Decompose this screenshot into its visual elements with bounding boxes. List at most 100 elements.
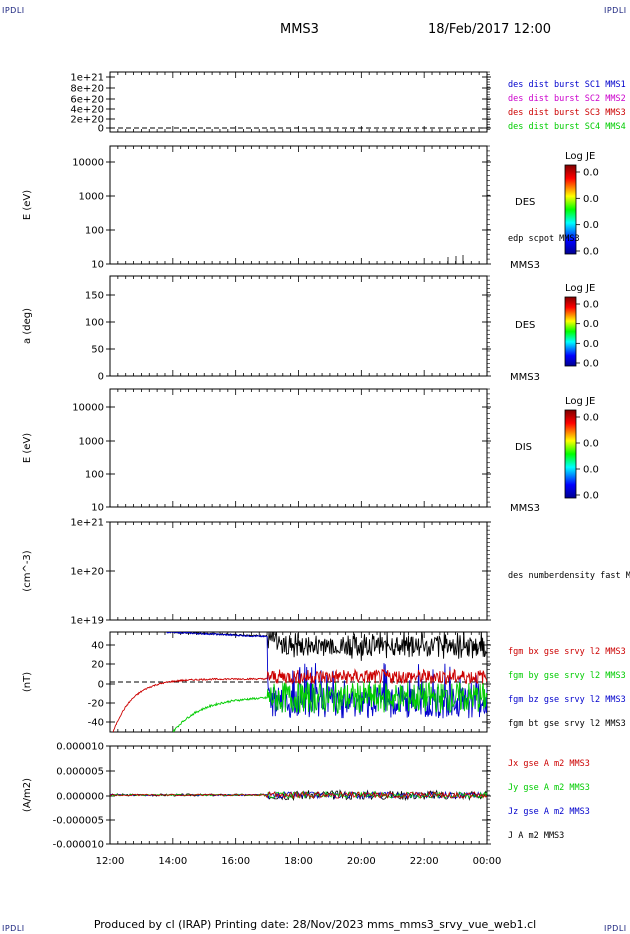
datetime-title: 18/Feb/2017 12:00 xyxy=(428,22,551,37)
panel-6-ytick-label: -0.000005 xyxy=(53,816,104,827)
panel-1-colorbar-title: Log JE xyxy=(565,151,595,162)
panel-0-ytick-label: 6e+20 xyxy=(70,95,104,106)
panel-2-ytick-label: 0 xyxy=(98,372,104,383)
panel-2-colorbar-tick-label: 0.0 xyxy=(583,300,599,311)
panel-5-ytick-label: 20 xyxy=(91,660,104,671)
panel-3-spacecraft-label: MMS3 xyxy=(510,503,540,514)
panel-3-colorbar-tick-label: 0.0 xyxy=(583,491,599,502)
bz-series-line xyxy=(166,632,487,719)
panel-3-colorbar-tick-label: 0.0 xyxy=(583,465,599,476)
panel-2-colorbar-tick-label: 0.0 xyxy=(583,319,599,330)
panel-5-ytick-label: 40 xyxy=(91,641,104,652)
panel-0-ytick-label: 1e+21 xyxy=(70,73,104,84)
panel-0-ytick-label: 2e+20 xyxy=(70,115,104,126)
panel-3-ytick-label: 100 xyxy=(85,470,104,481)
xaxis-tick-label: 12:00 xyxy=(96,856,125,867)
panel-0-ytick-label: 0 xyxy=(98,124,104,135)
corner-label-top-right: IPDLI xyxy=(604,6,627,15)
panel-2-colorbar-tick-label: 0.0 xyxy=(583,359,599,370)
panel-2-colorbar-tick-label: 0.0 xyxy=(583,339,599,350)
panel-3-colorbar-title: Log JE xyxy=(565,396,595,407)
panel-3-frame xyxy=(109,388,488,508)
panel-5-legend-2: fgm bz gse srvy l2 MMS3 xyxy=(508,695,626,705)
panel-0-legend-2: des dist burst SC3 MMS3 xyxy=(508,108,626,118)
panel-0-legend-3: des dist burst SC4 MMS4 xyxy=(508,122,626,132)
panel-1-ylabel: E (eV) xyxy=(22,190,33,220)
panel-4-ytick-label: 1e+19 xyxy=(70,616,104,627)
panel-6-ytick-label: 0.000010 xyxy=(56,742,104,753)
xaxis-tick-label: 00:00 xyxy=(473,856,502,867)
panel-2-colorbar-title: Log JE xyxy=(565,283,595,294)
panel-1-colorbar-tick-label: 0.0 xyxy=(583,247,599,258)
panel-2-frame xyxy=(109,275,488,377)
panel-1-colorbar xyxy=(564,164,577,255)
panel-0-legend-1: des dist burst SC2 MMS2 xyxy=(508,94,626,104)
panel-3-ytick-label: 10000 xyxy=(72,403,104,414)
panel-1-overlay-label: edp scpot MMS3 xyxy=(508,234,580,244)
panel-1-ytick-label: 100 xyxy=(85,226,104,237)
footer-credits: Produced by cl (IRAP) Printing date: 28/… xyxy=(93,918,537,931)
panel-1-ytick-label: 1000 xyxy=(79,192,104,203)
panel-2-ylabel: a (deg) xyxy=(22,308,33,344)
spacecraft-title: MMS3 xyxy=(280,22,319,37)
by-series-line xyxy=(172,681,487,732)
bx-series-line xyxy=(112,668,487,732)
panel-4-ylabel: (cm^-3) xyxy=(22,550,33,591)
panel-6-legend-0: Jx gse A m2 MMS3 xyxy=(508,759,590,769)
panel-1-colorbar-tick-label: 0.0 xyxy=(583,194,599,205)
panel-6-legend-1: Jy gse A m2 MMS3 xyxy=(508,783,590,793)
panel-0-frame xyxy=(109,71,488,133)
panel-5-ytick-label: 0 xyxy=(98,680,104,691)
panel-5-ylabel: (nT) xyxy=(22,672,33,692)
bt-series-line xyxy=(166,632,487,661)
panel-0-ytick-label: 4e+20 xyxy=(70,105,104,116)
corner-label-bottom-left: IPDLI xyxy=(2,924,25,933)
panel-6-ytick-label: 0.000005 xyxy=(56,767,104,778)
panel-5-legend-1: fgm by gse srvy l2 MMS3 xyxy=(508,671,626,681)
panel-3-ylabel: E (eV) xyxy=(22,433,33,463)
panel-2-ytick-label: 150 xyxy=(85,291,104,302)
panel-3-instrument-label: DIS xyxy=(515,442,532,453)
panel-1-frame xyxy=(109,145,488,265)
panel-3-colorbar-tick-label: 0.0 xyxy=(583,413,599,424)
current-series-3 xyxy=(109,790,488,800)
corner-label-bottom-right: IPDLI xyxy=(604,924,627,933)
corner-label-top-left: IPDLI xyxy=(2,6,25,15)
panel-5-ytick-label: -40 xyxy=(88,718,104,729)
panel-1-ytick-label: 10 xyxy=(91,260,104,271)
panel-6-ytick-label: 0.000000 xyxy=(56,792,104,803)
panel-4-ytick-label: 1e+21 xyxy=(70,518,104,529)
panel-1-colorbar-tick-label: 0.0 xyxy=(583,220,599,231)
panel-1-colorbar-tick-label: 0.0 xyxy=(583,168,599,179)
panel-6-ytick-label: -0.000010 xyxy=(53,840,104,851)
panel-6-legend-2: Jz gse A m2 MMS3 xyxy=(508,807,590,817)
panel-5-legend-0: fgm bx gse srvy l2 MMS3 xyxy=(508,647,626,657)
panel-1-instrument-label: DES xyxy=(515,197,535,208)
panel-0-legend-0: des dist burst SC1 MMS1 xyxy=(508,80,626,90)
panel-2-instrument-label: DES xyxy=(515,320,535,331)
panel-6-ylabel: (A/m2) xyxy=(22,778,33,812)
panel-1-ytick-label: 10000 xyxy=(72,158,104,169)
panel-5-series-group xyxy=(112,632,487,732)
panel-2-colorbar xyxy=(564,296,577,367)
panel-0-ytick-label: 8e+20 xyxy=(70,84,104,95)
xaxis-tick-label: 18:00 xyxy=(284,856,313,867)
panel-4-frame xyxy=(109,521,488,621)
panel-1-spacecraft-label: MMS3 xyxy=(510,260,540,271)
xaxis-tick-label: 20:00 xyxy=(347,856,376,867)
panel-3-colorbar-tick-label: 0.0 xyxy=(583,439,599,450)
xaxis-tick-label: 14:00 xyxy=(158,856,187,867)
xaxis-tick-label: 22:00 xyxy=(410,856,439,867)
panel-5-ytick-label: -20 xyxy=(88,699,104,710)
panel-6-legend-3: J A m2 MMS3 xyxy=(508,831,564,841)
panel-5-legend-3: fgm bt gse srvy l2 MMS3 xyxy=(508,719,626,729)
panel-4-legend-0: des numberdensity fast M xyxy=(508,571,630,581)
xaxis-tick-label: 16:00 xyxy=(221,856,250,867)
panel-4-ytick-label: 1e+20 xyxy=(70,567,104,578)
panel-2-spacecraft-label: MMS3 xyxy=(510,372,540,383)
panel-3-ytick-label: 10 xyxy=(91,503,104,514)
panel-3-ytick-label: 1000 xyxy=(79,437,104,448)
panel-2-ytick-label: 100 xyxy=(85,318,104,329)
panel-3-colorbar xyxy=(564,409,577,499)
